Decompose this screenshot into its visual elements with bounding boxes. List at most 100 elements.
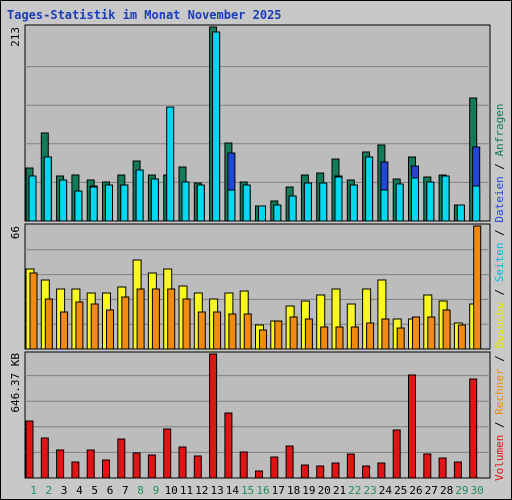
bar-volumen-17 (270, 456, 279, 479)
legend-anfragen: Anfragen (493, 103, 506, 156)
x-tick-label-6: 6 (107, 484, 114, 497)
x-tick-label-27: 27 (425, 484, 438, 497)
bar-seiten-21 (334, 176, 343, 222)
bar-seiten-18 (288, 195, 297, 222)
bar-rechner-11 (182, 298, 191, 350)
x-tick-label-26: 26 (409, 484, 422, 497)
bar-seiten-16 (258, 205, 266, 222)
bar-volumen-18 (285, 445, 294, 479)
x-tick-label-29: 29 (455, 484, 468, 497)
bottom-panel-bg (24, 351, 491, 479)
x-tick-label-20: 20 (318, 484, 331, 497)
bar-rechner-15 (243, 313, 252, 350)
legend-rechner: Rechner (493, 368, 506, 415)
x-tick-label-25: 25 (394, 484, 407, 497)
bar-volumen-10 (163, 428, 172, 479)
bar-volumen-21 (331, 462, 340, 479)
x-tick-label-1: 1 (30, 484, 37, 497)
bar-seiten-15 (242, 184, 251, 222)
chart-title: Tages-Statistik im Monat November 2025 (7, 8, 282, 22)
bar-volumen-29 (453, 461, 462, 479)
bar-rechner-16 (259, 329, 267, 350)
bar-volumen-30 (469, 378, 478, 479)
bar-rechner-3 (60, 311, 69, 350)
x-tick-label-17: 17 (272, 484, 285, 497)
bar-seiten-20 (319, 182, 328, 222)
bottom-panel-bars (25, 353, 478, 479)
bar-seiten-30 (472, 185, 481, 222)
legend-seiten: Seiten (493, 243, 506, 283)
bar-volumen-8 (132, 452, 141, 479)
bar-seiten-27 (426, 181, 435, 222)
bar-seiten-10 (166, 106, 175, 222)
bar-volumen-28 (438, 457, 447, 479)
bar-volumen-20 (316, 465, 325, 479)
x-axis-labels: 1 2 3 4 5 6 7 8 9 10 11 12 13 14 15 16 17 18 19 20 21 22 23 24 2… (30, 484, 484, 497)
middle-panel-bars (25, 225, 482, 350)
bar-seiten-2 (43, 156, 52, 222)
bar-volumen-11 (178, 446, 187, 479)
x-tick-label-12: 12 (195, 484, 208, 497)
bar-rechner-19 (304, 318, 313, 350)
x-tick-label-14: 14 (226, 484, 240, 497)
x-tick-label-30: 30 (471, 484, 484, 497)
bar-volumen-6 (102, 459, 110, 479)
bar-rechner-24 (381, 318, 390, 350)
x-tick-label-16: 16 (256, 484, 269, 497)
bar-seiten-25 (395, 183, 404, 222)
bar-volumen-2 (40, 437, 49, 479)
bar-volumen-13 (209, 353, 218, 479)
bar-rechner-1 (29, 272, 38, 350)
bar-rechner-8 (136, 288, 145, 350)
bar-volumen-9 (147, 454, 156, 479)
legend-sep-3: / (493, 282, 506, 302)
x-tick-label-15: 15 (241, 484, 254, 497)
bar-volumen-12 (193, 455, 202, 479)
bar-volumen-3 (56, 449, 65, 479)
bottom-panel-max-label: 646.37 KB (9, 353, 22, 413)
bar-seiten-7 (120, 184, 129, 222)
bar-seiten-19 (303, 182, 312, 222)
bar-volumen-19 (300, 464, 309, 479)
bar-volumen-1 (25, 420, 34, 479)
x-tick-label-5: 5 (91, 484, 98, 497)
bar-seiten-28 (441, 175, 450, 222)
bar-rechner-9 (151, 288, 160, 350)
bar-rechner-5 (90, 303, 99, 350)
x-tick-label-11: 11 (180, 484, 193, 497)
bar-rechner-18 (289, 316, 298, 350)
bar-volumen-23 (362, 465, 371, 479)
x-tick-label-4: 4 (76, 484, 83, 497)
x-tick-label-22: 22 (348, 484, 361, 497)
bar-rechner-10 (167, 288, 176, 350)
legend-besuche: Besuche (493, 302, 506, 348)
bar-rechner-17 (274, 320, 283, 350)
legend-dateien: Dateien (493, 176, 506, 222)
bar-seiten-13 (212, 31, 221, 222)
middle-panel-max-label: 66 (9, 226, 22, 239)
bar-rechner-4 (75, 301, 84, 350)
x-tick-label-23: 23 (363, 484, 376, 497)
top-panel-max-label: 213 (9, 27, 22, 47)
bar-rechner-30 (473, 225, 482, 350)
x-tick-label-13: 13 (210, 484, 223, 497)
bar-rechner-7 (121, 296, 130, 350)
bar-rechner-2 (44, 298, 53, 350)
bar-volumen-15 (239, 451, 248, 479)
bar-rechner-21 (335, 326, 344, 350)
bar-volumen-25 (392, 429, 401, 479)
bar-volumen-16 (255, 470, 263, 479)
bar-volumen-26 (408, 374, 416, 479)
x-tick-label-7: 7 (122, 484, 129, 497)
bar-seiten-26 (411, 177, 419, 222)
bar-seiten-23 (365, 156, 374, 222)
bar-volumen-24 (377, 462, 386, 479)
bar-seiten-14 (227, 189, 236, 222)
bar-rechner-23 (366, 322, 375, 350)
x-tick-label-8: 8 (137, 484, 144, 497)
bar-seiten-1 (28, 175, 37, 222)
bar-seiten-5 (89, 186, 98, 222)
bar-seiten-11 (181, 181, 190, 222)
bar-seiten-4 (74, 190, 83, 222)
